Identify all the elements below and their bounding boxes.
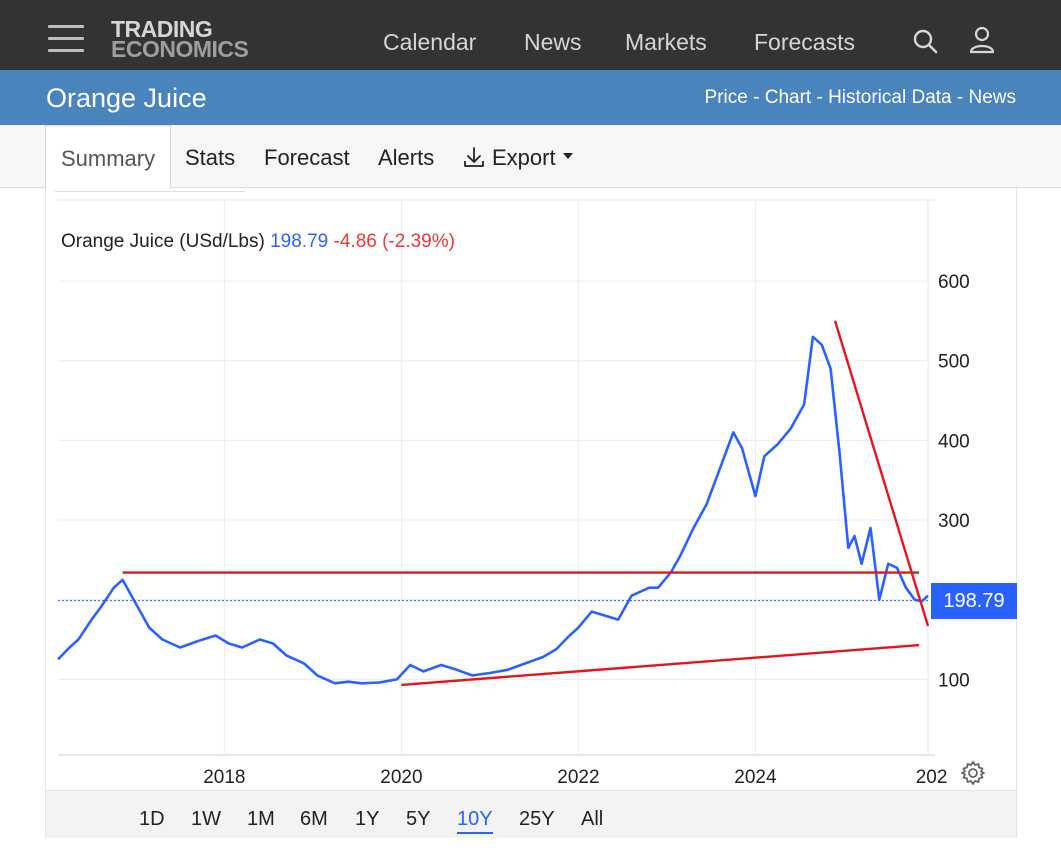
y-tick-label: 100: [938, 670, 970, 691]
tab-export[interactable]: Export: [492, 145, 556, 170]
page-title: Orange Juice: [46, 83, 207, 113]
range-1w[interactable]: 1W: [191, 808, 221, 830]
tab-summary-label: Summary: [61, 146, 156, 171]
x-tick-label: 202: [916, 767, 948, 788]
range-1d[interactable]: 1D: [139, 808, 165, 830]
logo-line2: ECONOMICS: [111, 36, 249, 62]
range-10y[interactable]: 10Y: [457, 808, 493, 834]
range-1y[interactable]: 1Y: [355, 808, 380, 830]
tab-forecast[interactable]: Forecast: [264, 145, 350, 170]
logo[interactable]: TRADING ECONOMICS: [111, 16, 249, 62]
range-all[interactable]: All: [581, 808, 604, 830]
tab-summary[interactable]: Summary: [45, 125, 171, 189]
y-tick-label: 400: [938, 431, 970, 452]
tab-alerts[interactable]: Alerts: [378, 145, 435, 170]
price-series-line: [57, 335, 929, 685]
x-tick-label: 2020: [380, 767, 422, 788]
trendline: [401, 643, 920, 687]
x-tick-label: 2024: [734, 767, 777, 788]
divider: [55, 191, 245, 192]
legend-change: -4.86 (-2.39%): [333, 231, 455, 252]
download-icon[interactable]: [462, 145, 486, 169]
top-navigation-bar: TRADING ECONOMICS Calendar News Markets …: [0, 0, 1061, 70]
page-links[interactable]: Price - Chart - Historical Data - News: [704, 87, 1016, 108]
chart-legend: Orange Juice (USd/Lbs) 198.79 -4.86 (-2.…: [61, 231, 455, 253]
title-bar: Orange Juice Price - Chart - Historical …: [0, 70, 1061, 125]
y-tick-label: 600: [938, 272, 970, 293]
range-1m[interactable]: 1M: [247, 808, 275, 830]
nav-forecasts[interactable]: Forecasts: [754, 29, 855, 55]
logo-line1: TRADING: [111, 16, 213, 42]
user-icon[interactable]: [968, 26, 996, 54]
range-selector: 1D 1W 1M 6M 1Y 5Y 10Y 25Y All: [46, 790, 1016, 838]
x-tick-label: 2022: [557, 767, 599, 788]
nav-markets[interactable]: Markets: [625, 29, 707, 55]
nav-news[interactable]: News: [524, 29, 582, 55]
legend-name: Orange Juice (USd/Lbs): [61, 231, 265, 252]
x-tick-label: 2018: [203, 767, 245, 788]
tab-bar: Summary Stats Forecast Alerts Export: [0, 125, 1061, 189]
trendline: [833, 320, 930, 627]
range-5y[interactable]: 5Y: [406, 808, 431, 830]
tab-stats[interactable]: Stats: [185, 145, 236, 170]
gear-icon[interactable]: [960, 760, 986, 786]
nav-calendar[interactable]: Calendar: [383, 29, 477, 55]
legend-price: 198.79: [270, 231, 329, 252]
search-icon[interactable]: [912, 28, 938, 54]
menu-icon[interactable]: [48, 25, 84, 53]
y-tick-label: 500: [938, 352, 970, 373]
current-price-tag: 198.79: [931, 583, 1017, 619]
range-25y[interactable]: 25Y: [519, 808, 555, 830]
y-tick-label: 300: [938, 511, 970, 532]
chevron-down-icon[interactable]: [563, 153, 573, 159]
range-6m[interactable]: 6M: [300, 808, 328, 830]
